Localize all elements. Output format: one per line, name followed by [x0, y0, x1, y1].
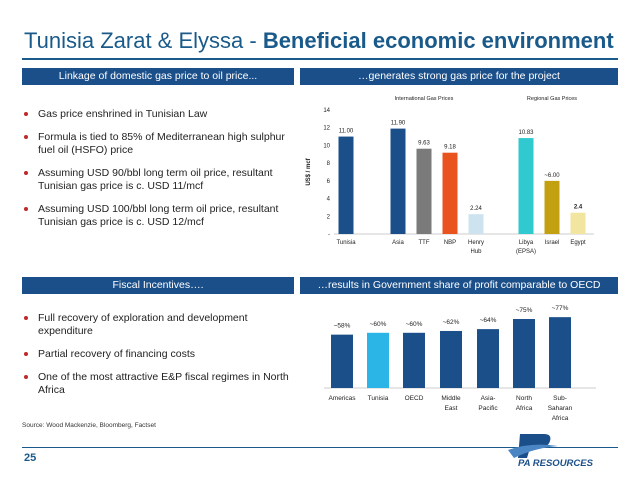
- y-tick-label: 12: [323, 126, 330, 132]
- fiscal-bullets: Full recovery of exploration and develop…: [22, 312, 290, 407]
- data-label: ~60%: [406, 321, 423, 328]
- y-tick-label: 2: [327, 214, 331, 220]
- page-title: Tunisia Zarat & Elyssa - Beneficial econ…: [24, 28, 614, 54]
- data-label: 10.83: [518, 130, 534, 136]
- category-label: Africa: [516, 405, 533, 412]
- bar: [477, 329, 499, 388]
- y-tick-label: 4: [327, 197, 331, 203]
- bar: [513, 319, 535, 388]
- y-axis-label: US$ / mcf: [306, 157, 312, 185]
- page-title-bold: Beneficial economic environment: [262, 28, 614, 53]
- profit-share-chart-header: …results in Government share of profit c…: [300, 277, 618, 294]
- bar: [367, 332, 389, 388]
- data-label: 9.63: [418, 141, 430, 147]
- group-label-international: International Gas Prices: [395, 96, 454, 102]
- category-label: Tunisia: [336, 240, 356, 246]
- y-tick-label: 14: [323, 108, 330, 114]
- data-label: ~6.00: [544, 173, 560, 179]
- data-label: 2.24: [470, 206, 482, 212]
- gas-price-bar-chart: US$ / mcf - 2 4 6 8 10 12 14 International Gas Pr…: [306, 96, 594, 255]
- bullet-item: One of the most attractive E&P fiscal re…: [22, 371, 290, 397]
- data-label: ~77%: [552, 305, 569, 312]
- bullet-item: Partial recovery of financing costs: [22, 348, 290, 361]
- footer-divider: [22, 447, 618, 448]
- category-label: Saharan: [548, 405, 573, 412]
- data-label: ~62%: [443, 319, 460, 326]
- bar: [442, 152, 458, 234]
- bullet-item: Assuming USD 90/bbl long term oil price,…: [22, 167, 290, 193]
- bullet-item: Formula is tied to 85% of Mediterranean …: [22, 131, 290, 157]
- gas-price-linkage-header: Linkage of domestic gas price to oil pri…: [22, 68, 294, 85]
- bar: [570, 212, 586, 234]
- category-label: Asia-: [481, 395, 496, 402]
- category-label: East: [444, 405, 457, 412]
- data-label: 2.4: [574, 205, 583, 211]
- category-label: Henry: [468, 240, 484, 246]
- page-title-plain: Tunisia Zarat & Elyssa -: [24, 28, 263, 53]
- bar: [331, 334, 353, 388]
- category-label: Africa: [552, 415, 569, 422]
- category-label: Egypt: [570, 240, 586, 246]
- bar: [338, 136, 354, 234]
- bar: [549, 317, 571, 388]
- bar: [416, 148, 432, 234]
- category-label: Tunisia: [368, 395, 389, 402]
- bar: [403, 332, 425, 388]
- category-label: Asia: [392, 240, 404, 246]
- logo-text: PA RESOURCES: [518, 458, 594, 469]
- gas-price-bullets: Gas price enshrined in Tunisian Law Form…: [22, 108, 290, 239]
- y-tick-label: -: [328, 232, 330, 238]
- category-label: (EPSA): [516, 249, 536, 255]
- category-label: Americas: [328, 395, 356, 402]
- bullet-item: Gas price enshrined in Tunisian Law: [22, 108, 290, 121]
- category-label: Libya: [519, 240, 534, 246]
- category-label: TTF: [419, 240, 430, 246]
- bullet-item: Full recovery of exploration and develop…: [22, 312, 290, 338]
- data-label: 9.18: [444, 145, 456, 151]
- data-label: 11.00: [339, 129, 354, 135]
- bar: [518, 138, 534, 234]
- category-label: Sub-: [553, 395, 567, 402]
- source-note: Source: Wood Mackenzie, Bloomberg, Facts…: [22, 422, 156, 429]
- category-label: NBP: [444, 240, 456, 246]
- category-label: Middle: [441, 395, 461, 402]
- gas-price-chart-header: …generates strong gas price for the proj…: [300, 68, 618, 85]
- data-label: ~58%: [334, 323, 351, 330]
- bar: [440, 330, 462, 388]
- category-label: Israel: [545, 240, 560, 246]
- pa-resources-logo: PA RESOURCES: [508, 434, 594, 469]
- bar: [544, 180, 560, 234]
- category-label: OECD: [405, 395, 424, 402]
- y-tick-label: 6: [327, 179, 331, 185]
- data-label: ~64%: [480, 317, 497, 324]
- data-label: ~60%: [370, 321, 387, 328]
- bullet-item: Assuming USD 100/bbl long term oil price…: [22, 203, 290, 229]
- page-number: 25: [24, 452, 37, 464]
- category-label: Pacific: [478, 405, 498, 412]
- y-tick-label: 8: [327, 161, 331, 167]
- fiscal-incentives-header: Fiscal Incentives….: [22, 277, 294, 294]
- bar: [390, 128, 406, 234]
- group-label-regional: Regional Gas Prices: [527, 96, 577, 102]
- title-divider: [22, 58, 618, 60]
- data-label: ~75%: [516, 307, 533, 314]
- category-label: North: [516, 395, 532, 402]
- category-label: Hub: [470, 249, 482, 255]
- y-tick-label: 10: [323, 143, 330, 149]
- bar: [468, 214, 484, 234]
- data-label: 11.90: [391, 121, 406, 127]
- government-share-bar-chart: ~58% Americas ~60% Tunisia ~60% OECD ~62% Middl…: [324, 305, 596, 422]
